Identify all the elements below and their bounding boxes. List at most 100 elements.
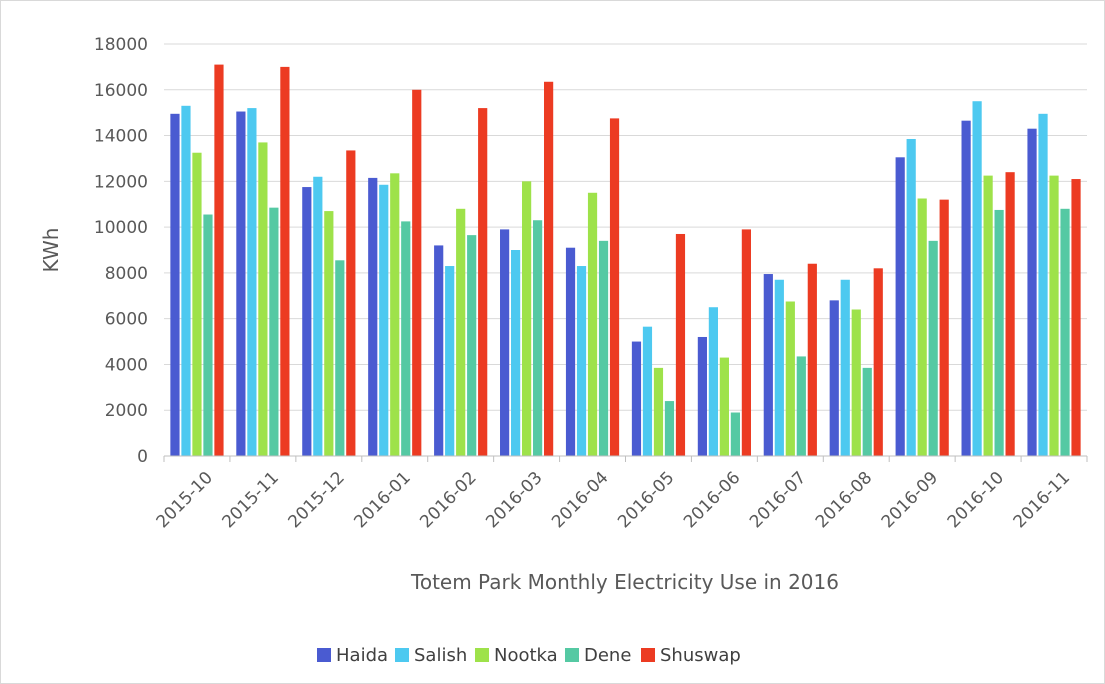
bar-dene (928, 240, 938, 456)
bar-shuswap (412, 89, 422, 457)
bar-shuswap (873, 268, 883, 456)
bar-salish (576, 266, 587, 456)
y-axis-label: KWh (39, 228, 63, 273)
bar-haida (763, 274, 773, 456)
bar-dene (862, 367, 872, 456)
x-tick-label: 2016-06 (680, 468, 744, 532)
legend-label-dene: Dene (584, 645, 631, 666)
y-tick-label: 8000 (105, 264, 148, 284)
x-tick-label: 2016-11 (1010, 468, 1074, 532)
x-tick-label: 2016-02 (416, 468, 480, 532)
x-tick-label: 2016-08 (812, 468, 876, 532)
x-tick-label: 2016-03 (482, 468, 546, 532)
bar-dene (598, 240, 609, 456)
legend-swatch-salish (395, 648, 409, 662)
bar-haida (1027, 128, 1037, 456)
x-tick-label: 2016-07 (746, 468, 810, 532)
bar-nootka (587, 192, 598, 456)
bar-haida (434, 245, 444, 456)
bar-haida (500, 229, 510, 456)
y-tick-label: 18000 (94, 35, 148, 55)
bar-salish (708, 307, 718, 456)
bar-dene (796, 356, 806, 456)
y-tick-label: 10000 (94, 218, 148, 238)
legend-swatch-haida (317, 648, 331, 662)
bar-nootka (456, 208, 466, 456)
bar-nootka (785, 301, 795, 456)
x-tick-label: 2015-11 (219, 468, 283, 532)
bar-salish (181, 105, 191, 457)
bar-salish (445, 266, 455, 456)
bar-dene (401, 221, 411, 456)
bar-shuswap (214, 64, 224, 456)
bar-nootka (258, 142, 268, 456)
y-tick-label: 4000 (105, 355, 148, 375)
bar-dene (335, 260, 345, 456)
bar-haida (236, 111, 246, 457)
bar-nootka (719, 357, 729, 456)
bar-nootka (390, 173, 400, 457)
bar-shuswap (1071, 179, 1081, 457)
bar-shuswap (609, 118, 620, 456)
bar-haida (961, 120, 971, 456)
bar-haida (895, 157, 905, 457)
x-axis-label: Totem Park Monthly Electricity Use in 20… (410, 570, 839, 594)
bar-salish (972, 101, 982, 456)
legend-label-haida: Haida (336, 645, 388, 666)
bar-shuswap (280, 66, 290, 456)
bar-salish (906, 138, 916, 456)
bar-salish (774, 279, 784, 456)
bar-salish (840, 279, 850, 456)
bar-haida (565, 247, 576, 456)
y-tick-label: 16000 (94, 81, 148, 101)
y-tick-label: 2000 (105, 401, 148, 421)
bar-salish (1038, 113, 1048, 457)
bar-dene (533, 220, 543, 456)
y-tick-label: 14000 (94, 127, 148, 147)
bar-shuswap (939, 199, 949, 456)
bar-haida (302, 187, 312, 457)
x-tick-labels: 2015-10 2015-11 2015-12 2016-01 2016-02 2016-… (153, 468, 1074, 532)
bar-haida (368, 177, 378, 456)
legend-label-shuswap: Shuswap (660, 645, 741, 666)
y-tick-label: 12000 (94, 172, 148, 192)
legend-swatch-shuswap (641, 648, 655, 662)
legend-swatch-nootka (475, 648, 489, 662)
bar-haida (829, 300, 839, 456)
bar-dene (730, 412, 740, 456)
bar-dene (203, 214, 213, 456)
bar-shuswap (478, 108, 488, 456)
bar-nootka (983, 175, 993, 456)
x-tick-label: 2016-04 (548, 468, 612, 532)
bar-dene (664, 401, 675, 456)
x-tick-label: 2015-12 (284, 468, 348, 532)
y-tick-label: 6000 (105, 310, 148, 330)
bar-shuswap (1005, 172, 1015, 456)
bar-haida (697, 336, 707, 456)
bar-salish (379, 184, 389, 456)
bar-dene (994, 209, 1004, 456)
y-tick-labels: 0 2000 4000 6000 8000 10000 12000 14000 16000 180… (94, 35, 148, 467)
bar-shuswap (346, 150, 356, 456)
bar-salish (313, 176, 323, 456)
x-tick-label: 2016-09 (878, 468, 942, 532)
legend: Haida Salish Nootka Dene Shuswap (317, 645, 741, 666)
bar-shuswap (675, 233, 686, 456)
bar-salish (511, 250, 521, 456)
legend-label-salish: Salish (414, 645, 467, 666)
bar-nootka (522, 181, 532, 457)
x-tick-label: 2015-10 (153, 468, 217, 532)
bar-dene (269, 207, 279, 456)
bar-salish (247, 108, 257, 456)
bar-nootka (653, 367, 664, 456)
x-tick-label: 2016-01 (350, 468, 414, 532)
bars (170, 64, 1081, 457)
bar-nootka (917, 198, 927, 456)
bar-nootka (324, 211, 334, 456)
x-tick-label: 2016-10 (944, 468, 1008, 532)
bar-shuswap (807, 263, 817, 456)
y-tick-label: 0 (137, 447, 148, 467)
bar-dene (467, 235, 477, 456)
